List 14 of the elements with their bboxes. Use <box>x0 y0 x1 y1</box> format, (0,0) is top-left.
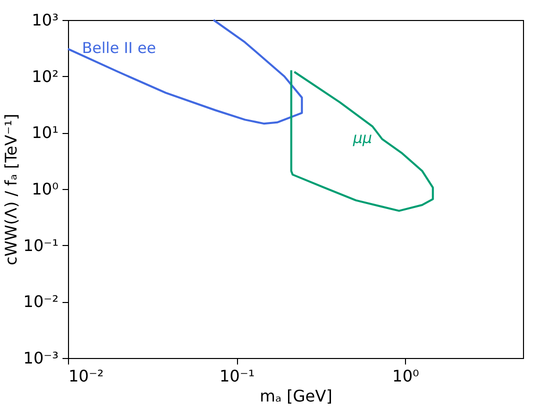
series-label: Belle II ee <box>82 39 156 57</box>
y-tick-label: 10⁻² <box>23 292 58 312</box>
x-tick-label: 10⁰ <box>392 366 420 386</box>
y-tick-label: 10⁻³ <box>23 348 58 368</box>
y-tick-label: 10¹ <box>32 123 58 142</box>
y-axis-title: cWW(Λ) / fₐ [TeV⁻¹] <box>1 114 20 266</box>
series-label: μμ <box>352 129 372 147</box>
y-tick-label: 10⁻¹ <box>23 236 58 255</box>
y-tick-label: 10³ <box>32 10 58 30</box>
x-tick-label: 10⁻² <box>68 366 104 386</box>
y-tick-label: 10² <box>32 66 58 86</box>
x-axis-title: mₐ [GeV] <box>260 386 332 406</box>
x-tick-label: 10⁻¹ <box>219 366 255 386</box>
y-tick-label: 10⁰ <box>32 180 58 198</box>
